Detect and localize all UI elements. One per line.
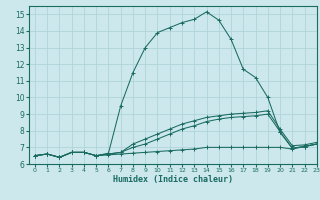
X-axis label: Humidex (Indice chaleur): Humidex (Indice chaleur) (113, 175, 233, 184)
